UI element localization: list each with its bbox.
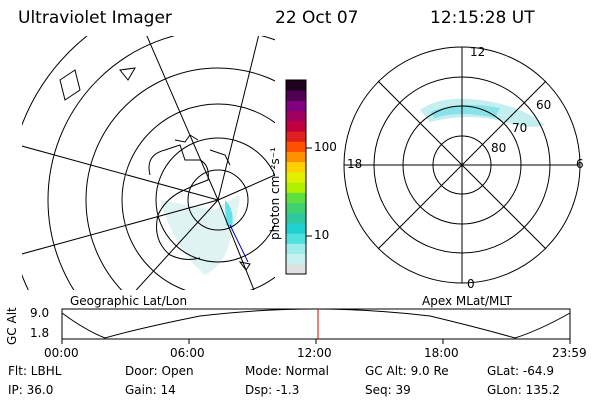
geographic-caption: Geographic Lat/Lon: [70, 294, 188, 308]
mlt-label-12: 12: [470, 45, 486, 59]
colorbar-segment: [286, 182, 306, 193]
alt-tick-9: 9.0: [30, 306, 50, 320]
colorbar-segment: [286, 80, 306, 91]
x-tick-1800: 18:00: [424, 346, 459, 360]
x-tick-0600: 06:00: [170, 346, 205, 360]
info-seq: Seq: 39: [365, 383, 411, 397]
colorbar-segment: [286, 192, 306, 204]
x-tick-0000: 00:00: [44, 346, 79, 360]
colorbar-segment: [286, 202, 306, 214]
info-ip: IP: 36.0: [8, 383, 54, 397]
info-glat: GLat: -64.9: [487, 364, 554, 378]
info-glon: GLon: 135.2: [487, 383, 560, 397]
gc-alt-axis-label: GC Alt: [5, 307, 19, 345]
apex-caption: Apex MLat/MLT: [422, 294, 512, 308]
date-label: 22 Oct 07: [275, 8, 359, 28]
altitude-strip: [61, 308, 571, 344]
app-title: Ultraviolet Imager: [18, 8, 172, 28]
info-flt: Flt: LBHL: [8, 364, 62, 378]
colorbar-segment: [286, 263, 306, 275]
info-gc-alt: GC Alt: 9.0 Re: [365, 364, 449, 378]
colorbar-tick-100: 100: [314, 140, 337, 154]
alt-tick-1-8: 1.8: [30, 326, 50, 340]
colorbar: [285, 79, 312, 275]
mlat-label-80: 80: [491, 141, 507, 155]
mlt-label-6: 6: [576, 157, 584, 171]
colorbar-segment: [286, 131, 306, 142]
mlt-label-18: 18: [347, 157, 363, 171]
colorbar-unit-label: photon cm⁻²s⁻¹: [268, 147, 282, 240]
geographic-map: [22, 36, 275, 290]
info-door: Door: Open: [125, 364, 194, 378]
colorbar-segment: [286, 141, 306, 152]
colorbar-tick-10: 10: [314, 228, 330, 242]
x-tick-2359: 23:59: [552, 346, 587, 360]
colorbar-segment: [286, 243, 306, 255]
colorbar-segment: [286, 90, 306, 101]
colorbar-segment: [286, 253, 306, 265]
colorbar-segment: [286, 120, 306, 132]
colorbar-segment: [286, 100, 306, 112]
colorbar-segment: [286, 151, 306, 163]
info-mode: Mode: Normal: [245, 364, 329, 378]
colorbar-segment: [286, 110, 306, 122]
mlat-label-70: 70: [512, 121, 528, 135]
mlat-label-60: 60: [536, 98, 552, 112]
colorbar-segment: [286, 233, 306, 244]
x-tick-1200: 12:00: [297, 346, 332, 360]
mlat-mlt-polar-plot: [343, 46, 581, 284]
colorbar-segment: [286, 212, 306, 224]
colorbar-segment: [286, 161, 306, 173]
mlt-label-0: 0: [467, 277, 475, 291]
colorbar-segment: [286, 222, 306, 234]
info-dsp: Dsp: -1.3: [245, 383, 300, 397]
time-label: 12:15:28 UT: [430, 8, 535, 28]
info-gain: Gain: 14: [125, 383, 176, 397]
colorbar-segment: [286, 171, 306, 183]
